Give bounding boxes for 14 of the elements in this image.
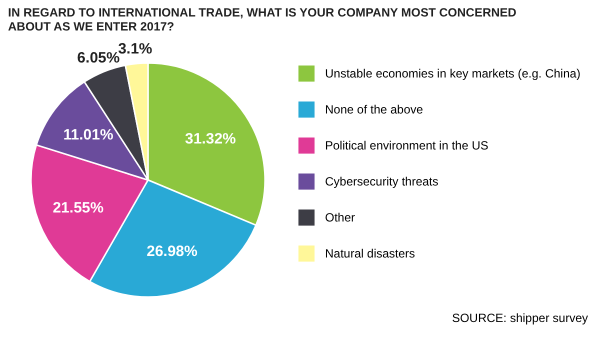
data-label: 26.98% bbox=[146, 243, 198, 260]
data-label: 21.55% bbox=[52, 199, 104, 216]
legend-label: Cybersecurity threats bbox=[325, 174, 438, 188]
legend-label: Natural disasters bbox=[325, 246, 416, 260]
data-label: 11.01% bbox=[63, 126, 114, 144]
legend-label: Other bbox=[325, 210, 356, 224]
data-label: 3.1% bbox=[118, 40, 152, 58]
chart-title: IN REGARD TO INTERNATIONAL TRADE, WHAT IS YOUR COMPANY MOST CONCERNED ABOUT AS WE ENTER 2017? bbox=[8, 6, 517, 34]
source-note: SOURCE: shipper survey bbox=[452, 311, 588, 325]
legend-label: None of the above bbox=[325, 102, 424, 116]
legend-label: Political environment in the US bbox=[325, 138, 488, 152]
data-label: 31.32% bbox=[185, 130, 236, 148]
data-label: 6.05% bbox=[77, 50, 120, 67]
legend-label: Unstable economies in key markets (e.g. China) bbox=[325, 66, 580, 80]
